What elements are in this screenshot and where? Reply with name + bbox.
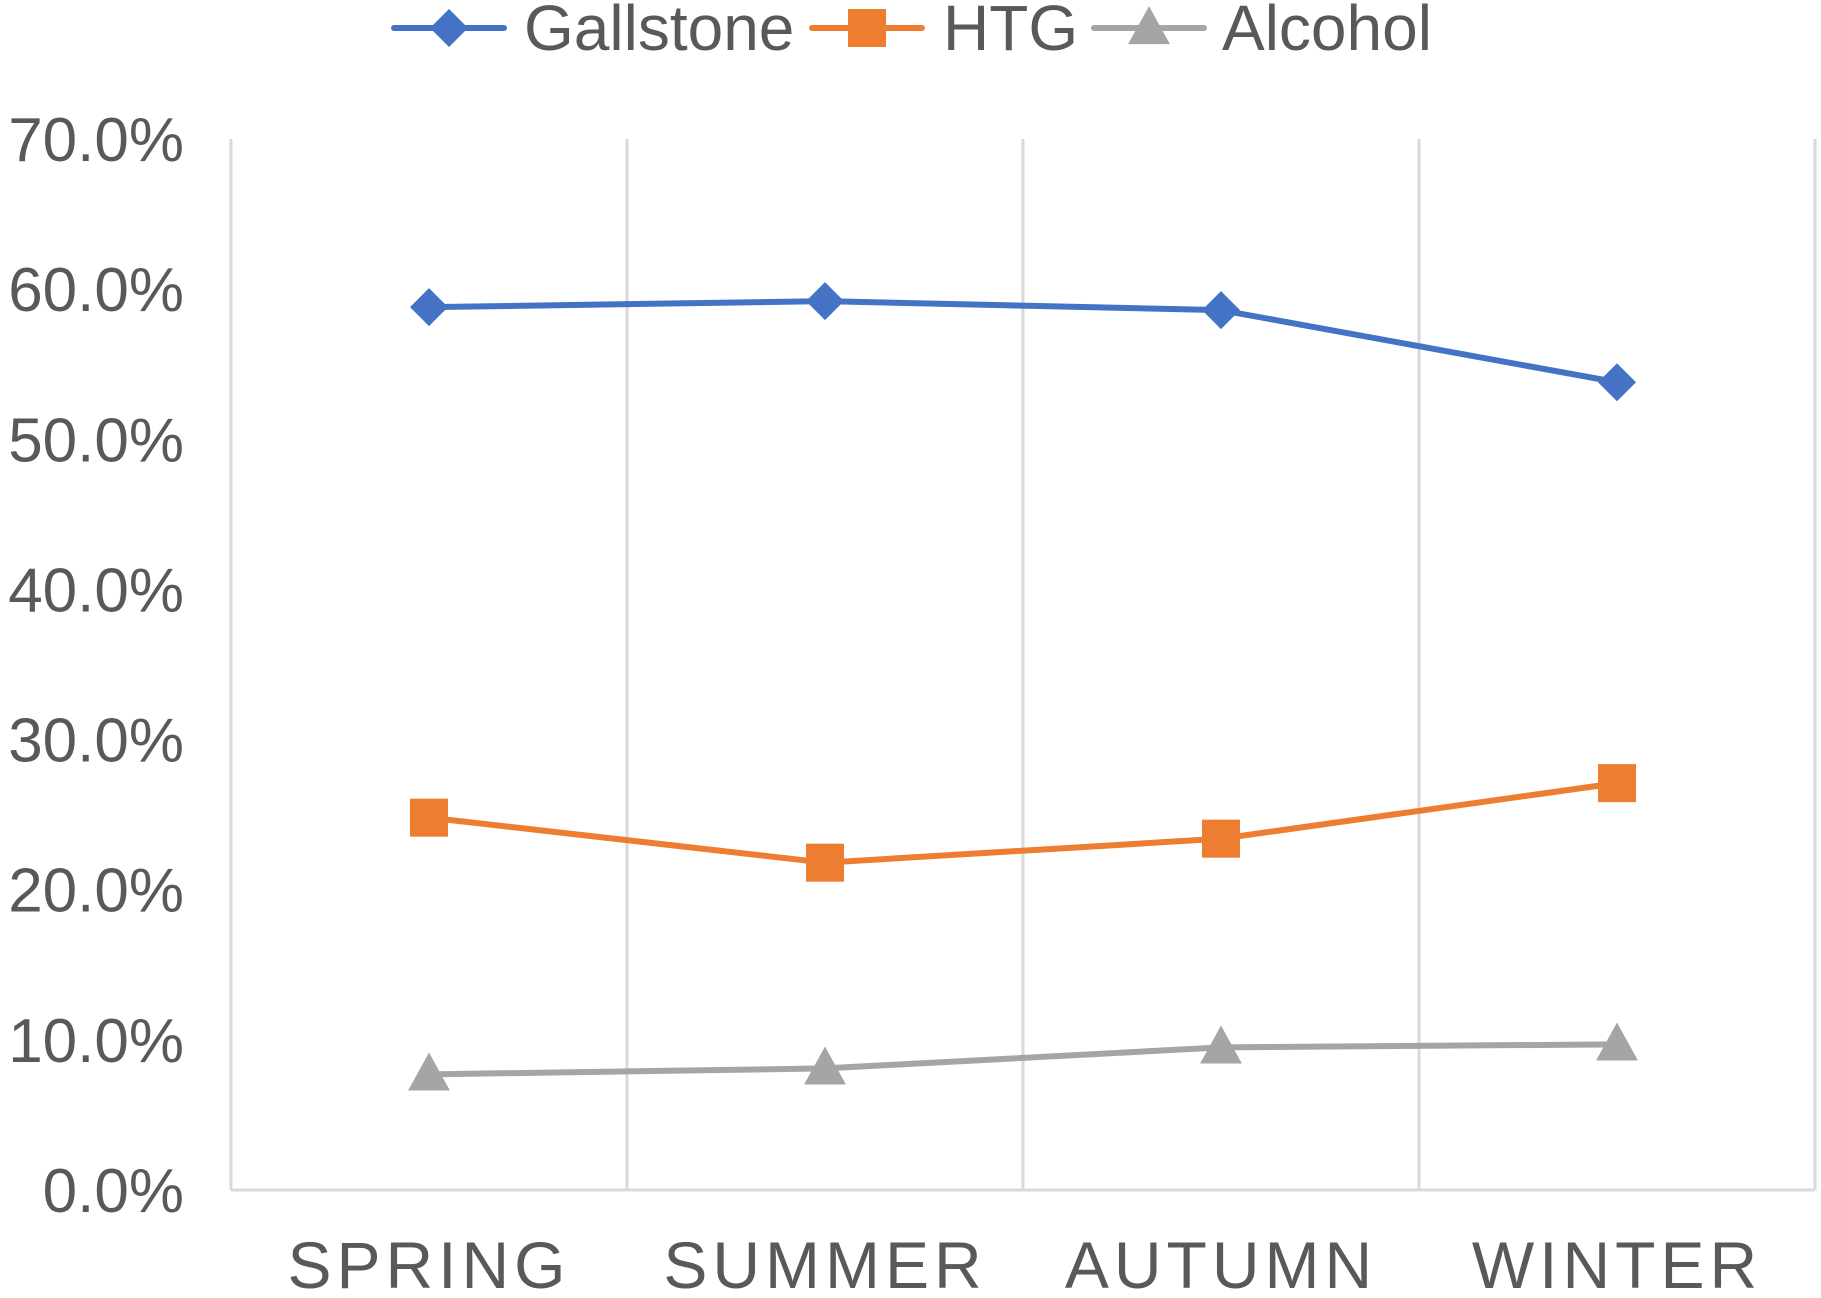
data-point — [408, 1052, 450, 1091]
y-tick-label: 10.0% — [8, 1007, 184, 1076]
data-point — [1596, 1022, 1638, 1061]
chart-legend: Gallstone HTG Alcohol — [391, 0, 1432, 64]
x-category-label: SUMMER — [663, 1228, 986, 1298]
data-point — [1202, 819, 1240, 858]
data-point — [806, 843, 844, 882]
legend-marker — [1128, 6, 1170, 45]
chart-gridlines — [229, 139, 1817, 1192]
series-alcohol — [408, 1022, 1638, 1091]
y-tick-label: 60.0% — [8, 256, 184, 325]
data-point — [806, 282, 844, 321]
chart-series — [408, 282, 1638, 1091]
x-axis-categories: SPRING SUMMER AUTUMN WINTER — [287, 1228, 1762, 1298]
y-tick-label: 20.0% — [8, 857, 184, 926]
series-line — [426, 1041, 1620, 1078]
data-point — [410, 798, 448, 837]
series-htg — [410, 764, 1636, 882]
y-tick-label: 50.0% — [8, 406, 184, 475]
legend-label: Gallstone — [524, 0, 794, 64]
legend-label: Alcohol — [1222, 0, 1432, 64]
data-point — [804, 1046, 846, 1085]
x-category-label: AUTUMN — [1065, 1228, 1377, 1298]
legend-item-gallstone: Gallstone — [391, 0, 794, 64]
legend-marker — [848, 9, 886, 47]
x-category-label: WINTER — [1472, 1228, 1762, 1298]
y-axis-ticks: 0.0% 10.0% 20.0% 30.0% 40.0% 50.0% 60.0% 70.0% — [8, 106, 184, 1226]
data-point — [1598, 363, 1636, 402]
legend-item-alcohol: Alcohol — [1091, 0, 1432, 64]
data-point — [410, 288, 448, 327]
y-tick-label: 30.0% — [8, 707, 184, 776]
x-category-label: SPRING — [287, 1228, 570, 1298]
series-line — [426, 780, 1620, 866]
series-gallstone — [410, 282, 1636, 402]
legend-label: HTG — [943, 0, 1078, 64]
legend-item-htg: HTG — [809, 0, 1078, 64]
data-point — [1598, 764, 1636, 803]
y-tick-label: 0.0% — [43, 1157, 184, 1226]
data-point — [1202, 291, 1240, 330]
y-tick-label: 40.0% — [8, 556, 184, 625]
legend-marker — [430, 9, 468, 47]
series-line — [426, 298, 1620, 386]
y-tick-label: 70.0% — [8, 106, 184, 175]
data-point — [1200, 1025, 1242, 1064]
